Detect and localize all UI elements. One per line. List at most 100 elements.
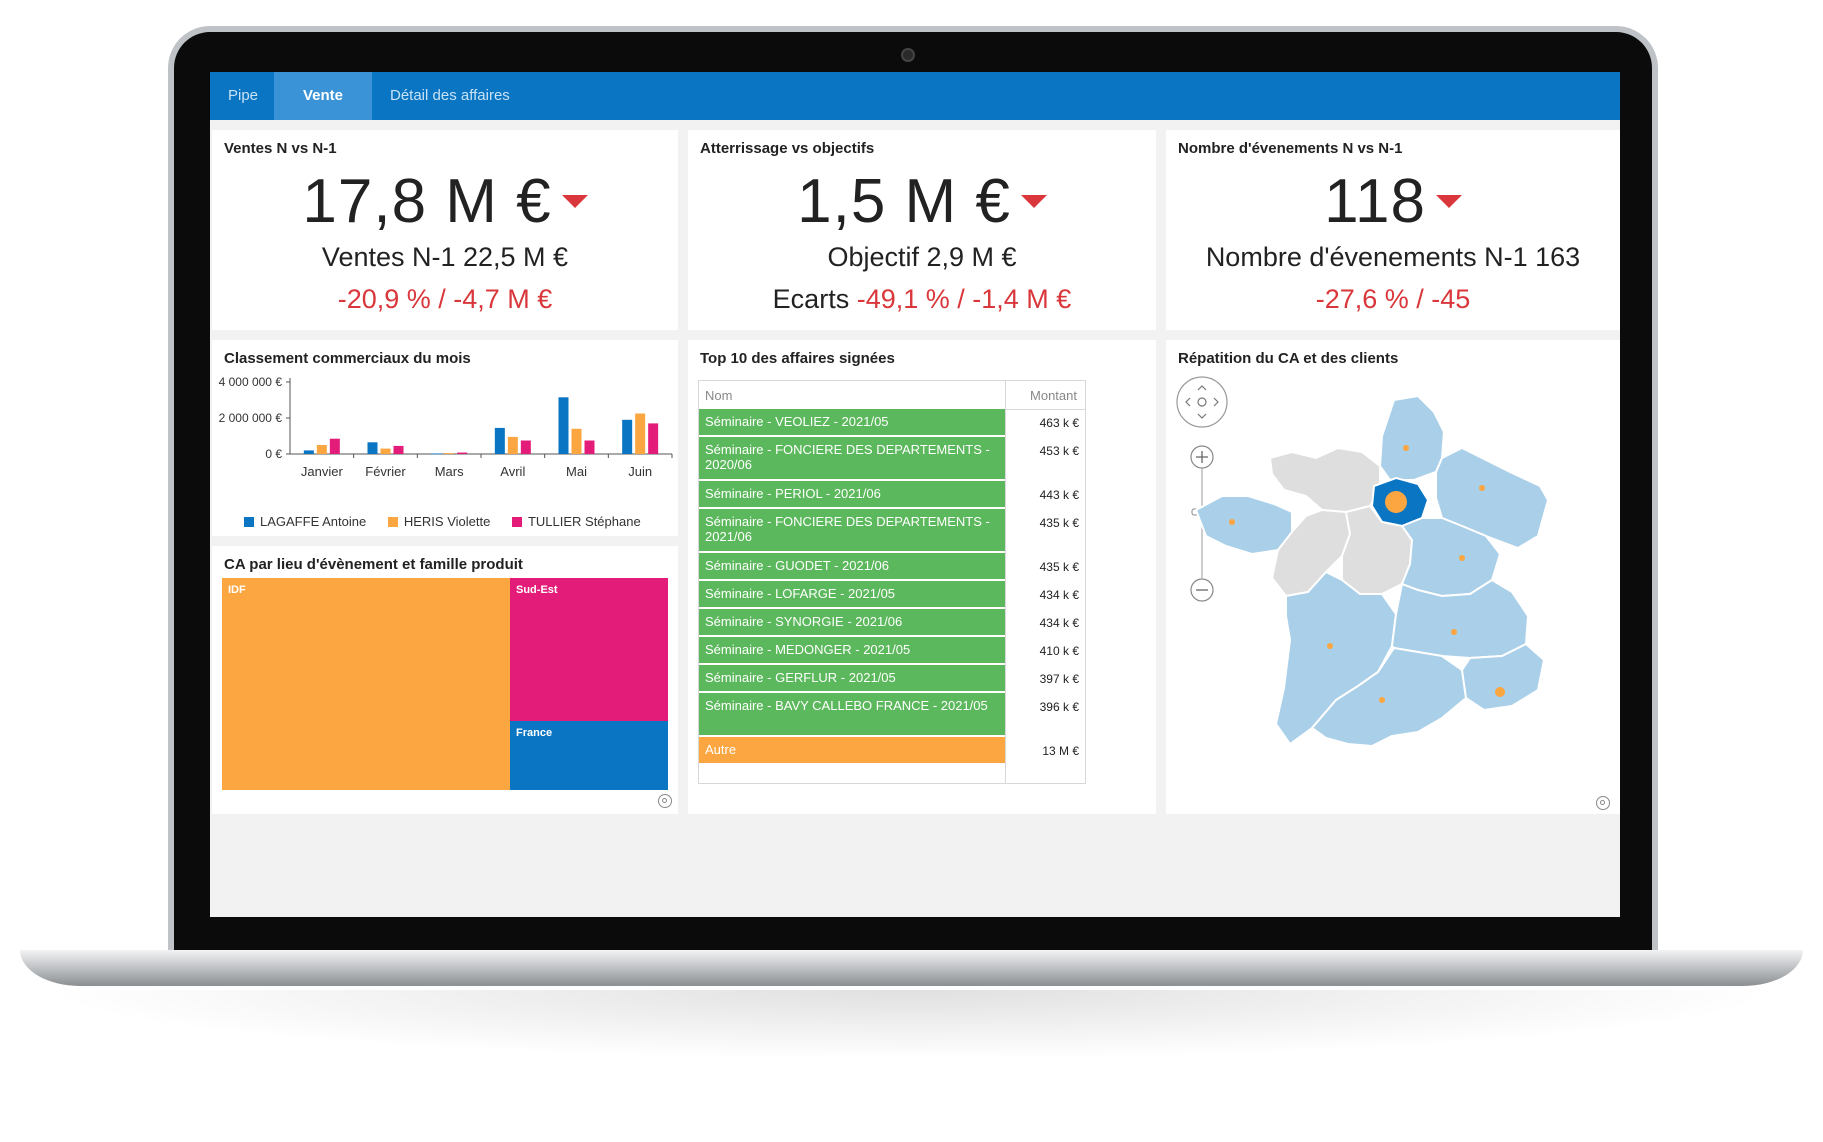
row-name: Autre	[699, 737, 1005, 765]
table-row[interactable]: Séminaire - FONCIERE DES DEPARTEMENTS - …	[699, 437, 1085, 481]
treemap-cell-idf[interactable]: IDF	[222, 578, 510, 790]
zoom-in-button[interactable]	[1190, 445, 1214, 469]
row-name: Séminaire - FONCIERE DES DEPARTEMENTS - …	[699, 437, 1005, 481]
row-name: Séminaire - GERFLUR - 2021/05	[699, 665, 1005, 693]
row-name: Séminaire - LOFARGE - 2021/05	[699, 581, 1005, 609]
kpi-events-title: Nombre d'évenements N vs N-1	[1178, 140, 1403, 157]
map-marker[interactable]	[1229, 519, 1235, 525]
table-row[interactable]: Séminaire - PERIOL - 2021/06 443 k €	[699, 481, 1085, 509]
table-row[interactable]: Séminaire - SYNORGIE - 2021/06 434 k €	[699, 609, 1085, 637]
row-name: Séminaire - PERIOL - 2021/06	[699, 481, 1005, 509]
webcam	[901, 48, 915, 62]
bar-heris-violette	[635, 413, 646, 454]
bar-heris-violette	[444, 453, 455, 454]
x-tick-label: Février	[365, 464, 406, 479]
bar-lagaffe-antoine	[494, 427, 505, 454]
kpi-events-value-row: 118	[1166, 166, 1620, 237]
tab-detail-affaires[interactable]: Détail des affaires	[390, 87, 510, 104]
legend-item-lagaffe[interactable]: LAGAFFE Antoine	[244, 514, 366, 529]
trend-down-icon	[1020, 195, 1047, 209]
kpi-landing-objective: Objectif 2,9 M €	[827, 242, 1017, 272]
table-row[interactable]: Séminaire - GERFLUR - 2021/05 397 k €	[699, 665, 1085, 693]
y-tick-label: 4 000 000 €	[219, 375, 283, 389]
column-header-name[interactable]: Nom	[705, 388, 733, 403]
table-row[interactable]: Séminaire - MEDONGER - 2021/05 410 k €	[699, 637, 1085, 665]
dashboard-screen: Pipe Vente Détail des affaires Ventes N …	[210, 72, 1620, 917]
treemap-cell-france[interactable]: France	[510, 721, 668, 790]
table-row[interactable]: Séminaire - FONCIERE DES DEPARTEMENTS - …	[699, 509, 1085, 553]
top10-title: Top 10 des affaires signées	[700, 350, 895, 367]
table-header: Nom Montant	[699, 381, 1085, 410]
laptop-shadow	[40, 990, 1783, 1060]
map-region-hauts-de-france[interactable]	[1378, 394, 1446, 481]
map-region-provence[interactable]	[1460, 642, 1546, 712]
treemap-chart: IDF Sud-Est France	[222, 578, 668, 790]
kpi-landing-gap-label: Ecarts	[772, 284, 850, 314]
row-amount: 435 k €	[1039, 516, 1079, 530]
map-region-bretagne[interactable]	[1194, 495, 1293, 556]
kpi-sales-value: 17,8 M €	[302, 167, 552, 236]
row-name: Séminaire - VEOLIEZ - 2021/05	[699, 409, 1005, 437]
row-amount: 443 k €	[1039, 488, 1079, 502]
map-panel: Répatition du CA et des clients	[1166, 340, 1620, 814]
top10-panel: Top 10 des affaires signées Nom Montant …	[688, 340, 1156, 814]
row-name: Séminaire - SYNORGIE - 2021/06	[699, 609, 1005, 637]
bar-lagaffe-antoine	[303, 450, 314, 454]
kpi-sales-value-row: 17,8 M €	[212, 166, 678, 237]
row-name: Séminaire - BAVY CALLEBO FRANCE - 2021/0…	[699, 693, 1005, 737]
bar-heris-violette	[316, 445, 327, 454]
treemap-title: CA par lieu d'évènement et famille produ…	[224, 556, 523, 573]
treemap-cell-sud-est[interactable]: Sud-Est	[510, 578, 668, 721]
map-title: Répatition du CA et des clients	[1178, 350, 1399, 367]
legend-item-tullier[interactable]: TULLIER Stéphane	[511, 514, 641, 529]
kpi-events-panel: Nombre d'évenements N vs N-1 118 Nombre …	[1166, 130, 1620, 330]
row-amount: 453 k €	[1039, 444, 1079, 458]
kpi-events-previous: Nombre d'évenements N-1 163	[1205, 242, 1581, 272]
x-tick-label: Avril	[500, 464, 525, 479]
table-row[interactable]: Autre 13 M €	[699, 737, 1085, 765]
map-marker[interactable]	[1459, 555, 1465, 561]
row-name: Séminaire - FONCIERE DES DEPARTEMENTS - …	[699, 509, 1005, 553]
map-marker[interactable]	[1403, 445, 1409, 451]
map-region-grand-est[interactable]	[1435, 446, 1550, 550]
map-marker[interactable]	[1379, 697, 1385, 703]
bar-lagaffe-antoine	[622, 419, 633, 454]
map-marker[interactable]	[1451, 629, 1457, 635]
bar-tullier-stéphane	[584, 440, 595, 454]
map-region-normandie[interactable]	[1268, 446, 1381, 514]
laptop-base	[20, 950, 1803, 986]
legend-label: TULLIER Stéphane	[527, 514, 641, 529]
reset-zoom-icon[interactable]	[1596, 796, 1610, 810]
map-marker[interactable]	[1495, 687, 1505, 697]
legend-item-heris[interactable]: HERIS Violette	[387, 514, 490, 529]
map-pan-control[interactable]	[1176, 376, 1228, 428]
zoom-out-button[interactable]	[1190, 578, 1214, 602]
bar-tullier-stéphane	[457, 452, 468, 454]
tab-pipe[interactable]: Pipe	[228, 87, 259, 104]
row-name: Séminaire - GUODET - 2021/06	[699, 553, 1005, 581]
trend-down-icon	[1435, 195, 1462, 209]
legend-swatch-icon	[511, 517, 522, 527]
row-amount: 435 k €	[1039, 560, 1079, 574]
table-row[interactable]: Séminaire - GUODET - 2021/06 435 k €	[699, 553, 1085, 581]
legend-swatch-icon	[387, 517, 398, 527]
column-header-amount[interactable]: Montant	[1030, 388, 1077, 403]
table-row[interactable]: Séminaire - BAVY CALLEBO FRANCE - 2021/0…	[699, 693, 1085, 737]
bar-tullier-stéphane	[329, 438, 340, 454]
bar-tullier-stéphane	[648, 423, 659, 454]
row-amount: 463 k €	[1039, 416, 1079, 430]
table-row[interactable]: Séminaire - LOFARGE - 2021/05 434 k €	[699, 581, 1085, 609]
reset-zoom-icon[interactable]	[658, 794, 672, 808]
kpi-landing-panel: Atterrissage vs objectifs 1,5 M € Object…	[688, 130, 1156, 330]
france-map	[1176, 376, 1550, 748]
bar-heris-violette	[507, 436, 518, 454]
map-marker-large[interactable]	[1385, 491, 1407, 513]
bar-lagaffe-antoine	[367, 442, 378, 454]
kpi-landing-title: Atterrissage vs objectifs	[700, 140, 875, 157]
map-marker[interactable]	[1327, 643, 1333, 649]
bar-lagaffe-antoine	[431, 453, 442, 455]
trend-down-icon	[561, 195, 588, 209]
map-marker[interactable]	[1479, 485, 1485, 491]
tab-vente[interactable]: Vente	[274, 72, 372, 120]
table-row[interactable]: Séminaire - VEOLIEZ - 2021/05 463 k €	[699, 409, 1085, 437]
